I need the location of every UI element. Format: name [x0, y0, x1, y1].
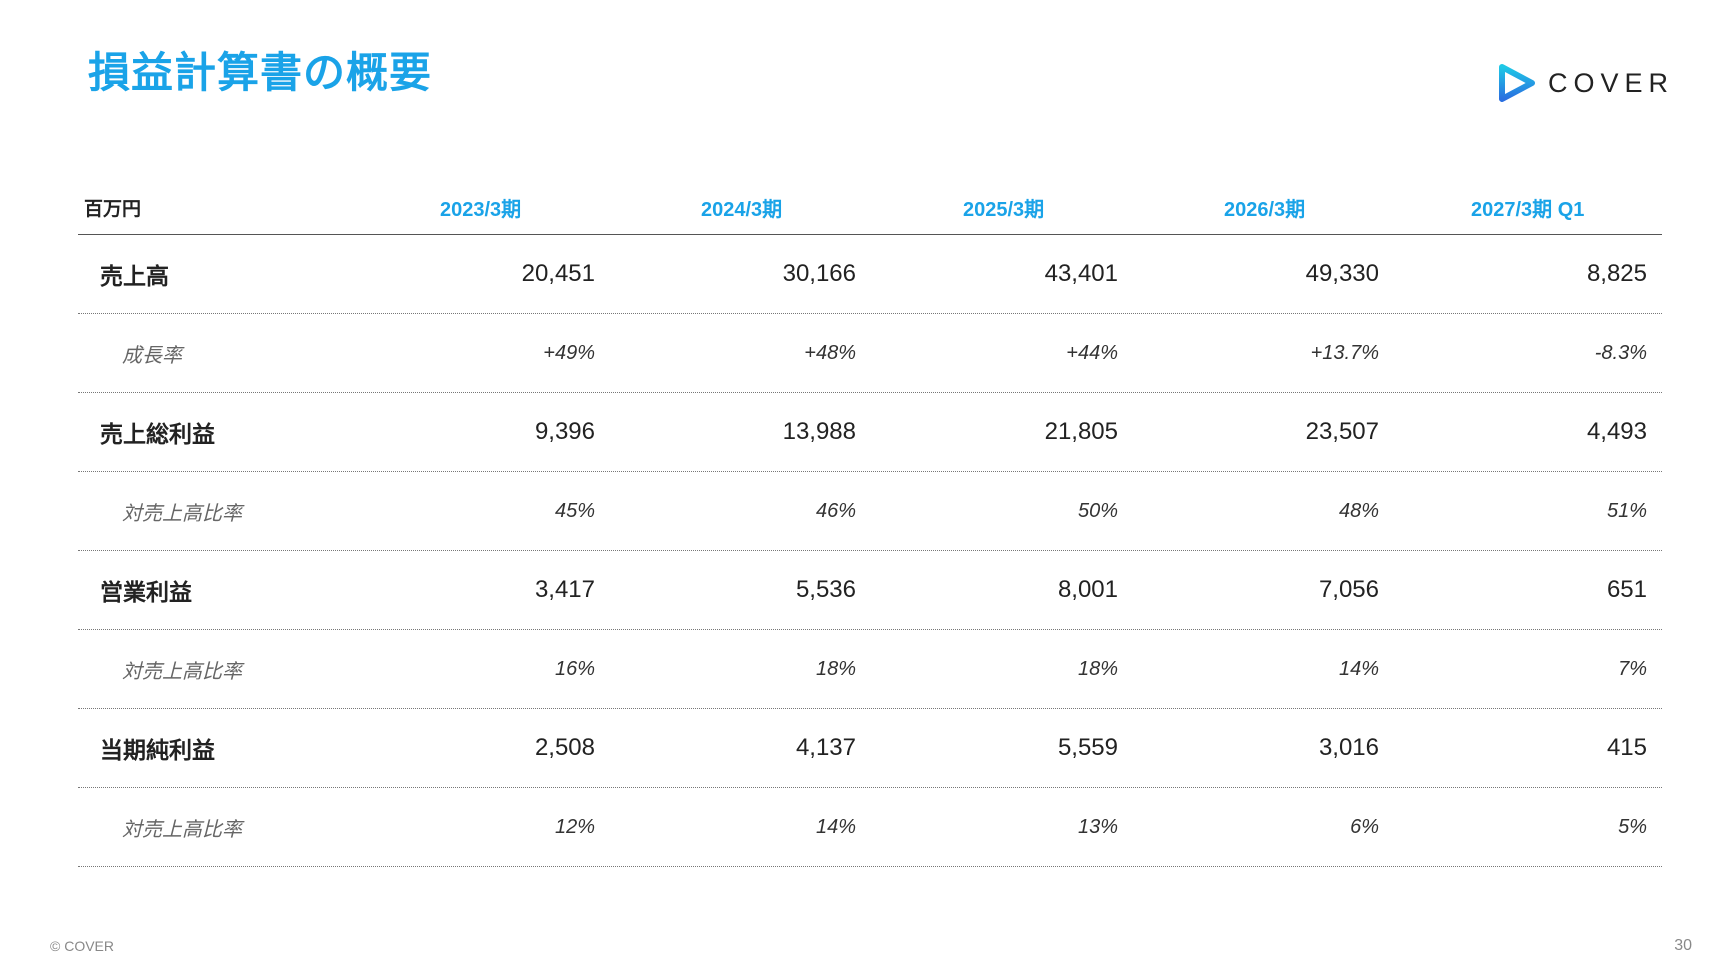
table-cell: 46% — [815, 499, 856, 522]
column-header: 2023/3期 — [440, 198, 522, 221]
table-cell: 18% — [1077, 657, 1118, 680]
row-label: 売上総利益 — [100, 421, 215, 447]
copyright-text: © COVER — [50, 938, 114, 954]
row-label: 営業利益 — [100, 579, 192, 605]
table-cell: 5,559 — [1057, 734, 1118, 761]
table-cell: 13,988 — [782, 418, 856, 445]
table-cell: 9,396 — [534, 418, 595, 445]
table-cell: 415 — [1606, 734, 1647, 761]
row-label: 成長率 — [122, 344, 182, 367]
table-cell: 13% — [1077, 815, 1118, 838]
table-cell: 49,330 — [1305, 260, 1379, 287]
table-cell: +44% — [1066, 341, 1118, 364]
column-header: 2027/3期 Q1 — [1471, 198, 1585, 221]
table-cell: 50% — [1077, 499, 1118, 522]
table-cell: 23,507 — [1305, 418, 1379, 445]
row-label: 当期純利益 — [100, 737, 215, 763]
table-cell: 5,536 — [795, 576, 856, 603]
table-row-operating-margin: 対売上高比率 16% 18% 18% 14% 7% — [78, 630, 1662, 709]
row-label: 対売上高比率 — [122, 502, 242, 525]
table-row-operating-profit: 営業利益 3,417 5,536 8,001 7,056 651 — [78, 551, 1662, 630]
table-cell: 8,001 — [1057, 576, 1118, 603]
cover-logo: COVER — [1498, 63, 1674, 103]
play-logo-icon — [1499, 64, 1535, 102]
table-cell: 2,508 — [534, 734, 595, 761]
table-cell: 5% — [1618, 815, 1647, 838]
table-row-gross-profit: 売上総利益 9,396 13,988 21,805 23,507 4,493 — [78, 393, 1662, 472]
income-statement-table: 百万円 2023/3期 2024/3期 2025/3期 2026/3期 2027… — [78, 180, 1662, 867]
table-row-revenue: 売上高 20,451 30,166 43,401 49,330 8,825 — [78, 235, 1662, 314]
table-cell: 7% — [1618, 657, 1647, 680]
table-cell: 3,417 — [534, 576, 595, 603]
table-cell: +48% — [804, 341, 856, 364]
table-cell: 16% — [554, 657, 595, 680]
table-cell: 6% — [1350, 815, 1379, 838]
table-cell: 48% — [1338, 499, 1379, 522]
table-cell: 14% — [1338, 657, 1379, 680]
table-cell: 3,016 — [1318, 734, 1379, 761]
column-header: 2024/3期 — [701, 198, 783, 221]
table-cell: 43,401 — [1044, 260, 1118, 287]
table-cell: 21,805 — [1044, 418, 1118, 445]
table-cell: 20,451 — [521, 260, 595, 287]
row-label: 対売上高比率 — [122, 660, 242, 683]
table-cell: 45% — [554, 499, 595, 522]
table-cell: +49% — [543, 341, 595, 364]
table-cell: -8.3% — [1594, 341, 1647, 364]
column-header: 2026/3期 — [1224, 198, 1306, 221]
table-cell: 651 — [1606, 576, 1647, 603]
unit-label: 百万円 — [84, 198, 142, 220]
table-cell: 51% — [1606, 499, 1647, 522]
table-row-growth-rate: 成長率 +49% +48% +44% +13.7% -8.3% — [78, 314, 1662, 393]
table-cell: 4,137 — [795, 734, 856, 761]
table-header-row: 百万円 2023/3期 2024/3期 2025/3期 2026/3期 2027… — [78, 180, 1662, 235]
table-row-net-margin: 対売上高比率 12% 14% 13% 6% 5% — [78, 788, 1662, 867]
table-cell: 14% — [815, 815, 856, 838]
table-cell: 8,825 — [1586, 260, 1647, 287]
column-header: 2025/3期 — [963, 198, 1045, 221]
table-cell: 30,166 — [782, 260, 856, 287]
table-row-gross-margin: 対売上高比率 45% 46% 50% 48% 51% — [78, 472, 1662, 551]
row-label: 売上高 — [100, 263, 169, 289]
table-cell: +13.7% — [1310, 341, 1379, 364]
table-cell: 7,056 — [1318, 576, 1379, 603]
table-cell: 4,493 — [1586, 418, 1647, 445]
table-cell: 12% — [554, 815, 595, 838]
page-number: 30 — [1674, 937, 1692, 954]
row-label: 対売上高比率 — [122, 818, 242, 841]
logo-text: COVER — [1548, 67, 1675, 98]
table-cell: 18% — [815, 657, 856, 680]
page-title: 損益計算書の概要 — [88, 49, 433, 96]
table-row-net-income: 当期純利益 2,508 4,137 5,559 3,016 415 — [78, 709, 1662, 788]
